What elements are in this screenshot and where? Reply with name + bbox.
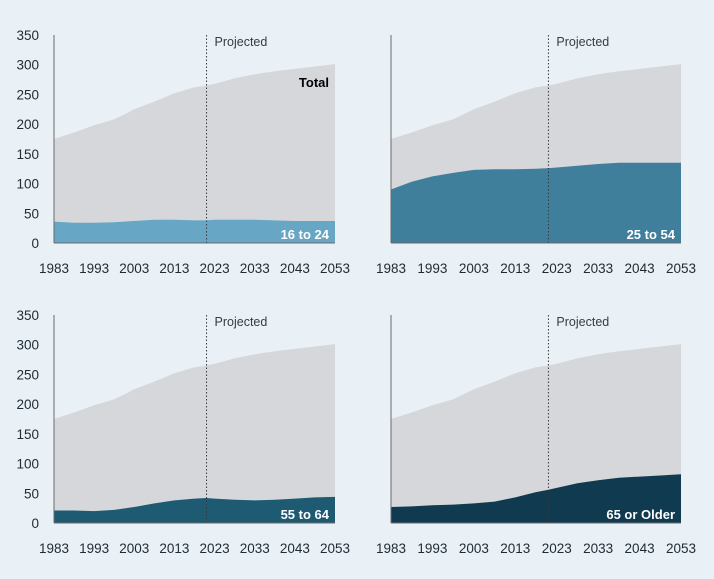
total-area [54,344,335,523]
y-tick-label: 250 [16,367,39,382]
x-tick-label: 2003 [459,541,489,556]
x-tick-label: 2003 [119,541,149,556]
x-tick-label: 2023 [542,261,572,276]
projected-label: Projected [556,315,609,329]
y-tick-label: 0 [31,236,39,251]
y-tick-label: 350 [16,28,39,43]
x-tick-label: 1993 [417,541,447,556]
x-tick-label: 2043 [280,261,310,276]
y-tick-label: 200 [16,117,39,132]
series-area-65-or-older [391,474,681,523]
y-tick-label: 350 [16,308,39,323]
x-tick-label: 2023 [542,541,572,556]
panel-top-left: Projected 0 50 100 150 200 250 300 350 1983 1993 20… [16,28,350,276]
y-tick-label: 100 [16,177,39,192]
x-tick-label: 2003 [459,261,489,276]
y-tick-label: 300 [16,338,39,353]
x-tick-label: 2043 [625,541,655,556]
y-tick-label: 50 [24,206,39,221]
x-tick-label: 2033 [583,541,613,556]
x-tick-label: 2013 [500,541,530,556]
y-tick-label: 100 [16,457,39,472]
series-area-16-to-24 [54,219,335,243]
panel-bottom-right: Projected 1983 1993 2003 2013 2023 2033 2043 205… [376,315,696,556]
x-tick-label: 2013 [159,261,189,276]
x-tick-label: 2053 [320,541,350,556]
x-tick-label: 2053 [320,261,350,276]
x-tick-label: 1993 [79,261,109,276]
projected-label: Projected [215,35,268,49]
panel-top-right: Projected 1983 1993 2003 2013 2023 2033 2043 205… [376,35,696,276]
x-tick-label: 2053 [666,541,696,556]
x-tick-label: 2043 [625,261,655,276]
x-tick-label: 2033 [240,261,270,276]
series-label: 16 to 24 [281,227,330,242]
y-tick-label: 250 [16,87,39,102]
x-tick-label: 2033 [240,541,270,556]
y-tick-label: 150 [16,427,39,442]
x-tick-label: 2013 [500,261,530,276]
x-tick-label: 2023 [200,261,230,276]
x-tick-label: 1993 [79,541,109,556]
x-tick-label: 1983 [376,261,406,276]
projected-label: Projected [556,35,609,49]
panel-bottom-left: Projected 0 50 100 150 200 250 300 350 1983 1993 20… [16,308,350,556]
series-label: 25 to 54 [627,227,676,242]
series-label: 65 or Older [606,507,675,522]
total-area [391,344,681,523]
y-tick-label: 200 [16,397,39,412]
y-tick-label: 50 [24,486,39,501]
y-tick-label: 300 [16,58,39,73]
x-tick-label: 2043 [280,541,310,556]
x-tick-label: 1983 [39,261,69,276]
series-label: 55 to 64 [281,507,330,522]
series-area-25-to-54 [391,162,681,243]
total-area [54,64,335,243]
series-area-55-to-64 [54,496,335,523]
x-tick-label: 2033 [583,261,613,276]
y-tick-label: 0 [31,516,39,531]
x-tick-label: 1983 [376,541,406,556]
y-tick-label: 150 [16,147,39,162]
projected-label: Projected [215,315,268,329]
x-tick-label: 2023 [200,541,230,556]
x-tick-label: 1993 [417,261,447,276]
x-tick-label: 2003 [119,261,149,276]
x-tick-label: 1983 [39,541,69,556]
total-label: Total [299,75,329,90]
x-tick-label: 2013 [159,541,189,556]
x-tick-label: 2053 [666,261,696,276]
